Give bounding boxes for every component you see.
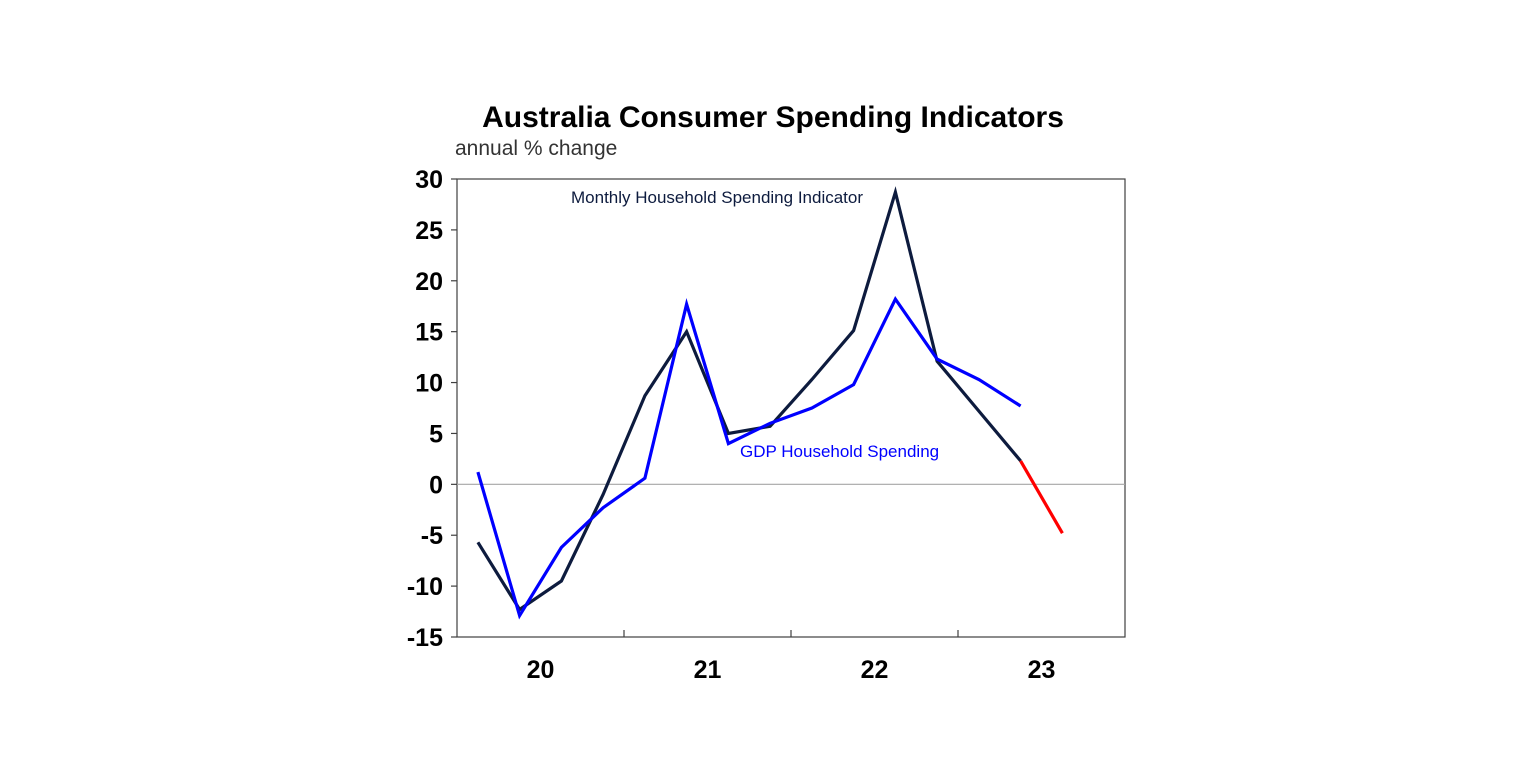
x-tick-label: 21 bbox=[694, 656, 722, 684]
y-tick-label: 0 bbox=[429, 471, 443, 499]
series-line-gdp-household-spending bbox=[476, 295, 1022, 620]
series-line-monthly-indicator-forecast bbox=[1019, 460, 1064, 535]
chart-subtitle: annual % change bbox=[455, 137, 617, 160]
x-tick-label: 22 bbox=[861, 656, 889, 684]
y-tick-label: 15 bbox=[415, 319, 443, 347]
y-tick-label: 25 bbox=[415, 217, 443, 245]
y-tick-label: 30 bbox=[415, 166, 443, 194]
chart-title: Australia Consumer Spending Indicators bbox=[482, 101, 1064, 134]
y-tick-label: 10 bbox=[415, 370, 443, 398]
series-layer bbox=[476, 186, 1064, 620]
y-tick-label: -10 bbox=[407, 573, 443, 601]
y-tick-label: 20 bbox=[415, 268, 443, 296]
y-tick-label: -5 bbox=[421, 522, 443, 550]
annotation-gdp-household-spending: GDP Household Spending bbox=[740, 442, 939, 461]
series-line-monthly-indicator bbox=[476, 186, 1022, 612]
annotation-monthly-indicator: Monthly Household Spending Indicator bbox=[571, 188, 863, 207]
plot-area-frame bbox=[456, 178, 1126, 638]
y-tick-label: -15 bbox=[407, 624, 443, 652]
x-tick-label: 20 bbox=[527, 656, 555, 684]
y-tick-label: 5 bbox=[429, 420, 443, 448]
x-tick-label: 23 bbox=[1028, 656, 1056, 684]
axis-layer: 30 25 20 15 10 5 0 -5 -10 -15 20 21 22 23 bbox=[407, 166, 1125, 684]
